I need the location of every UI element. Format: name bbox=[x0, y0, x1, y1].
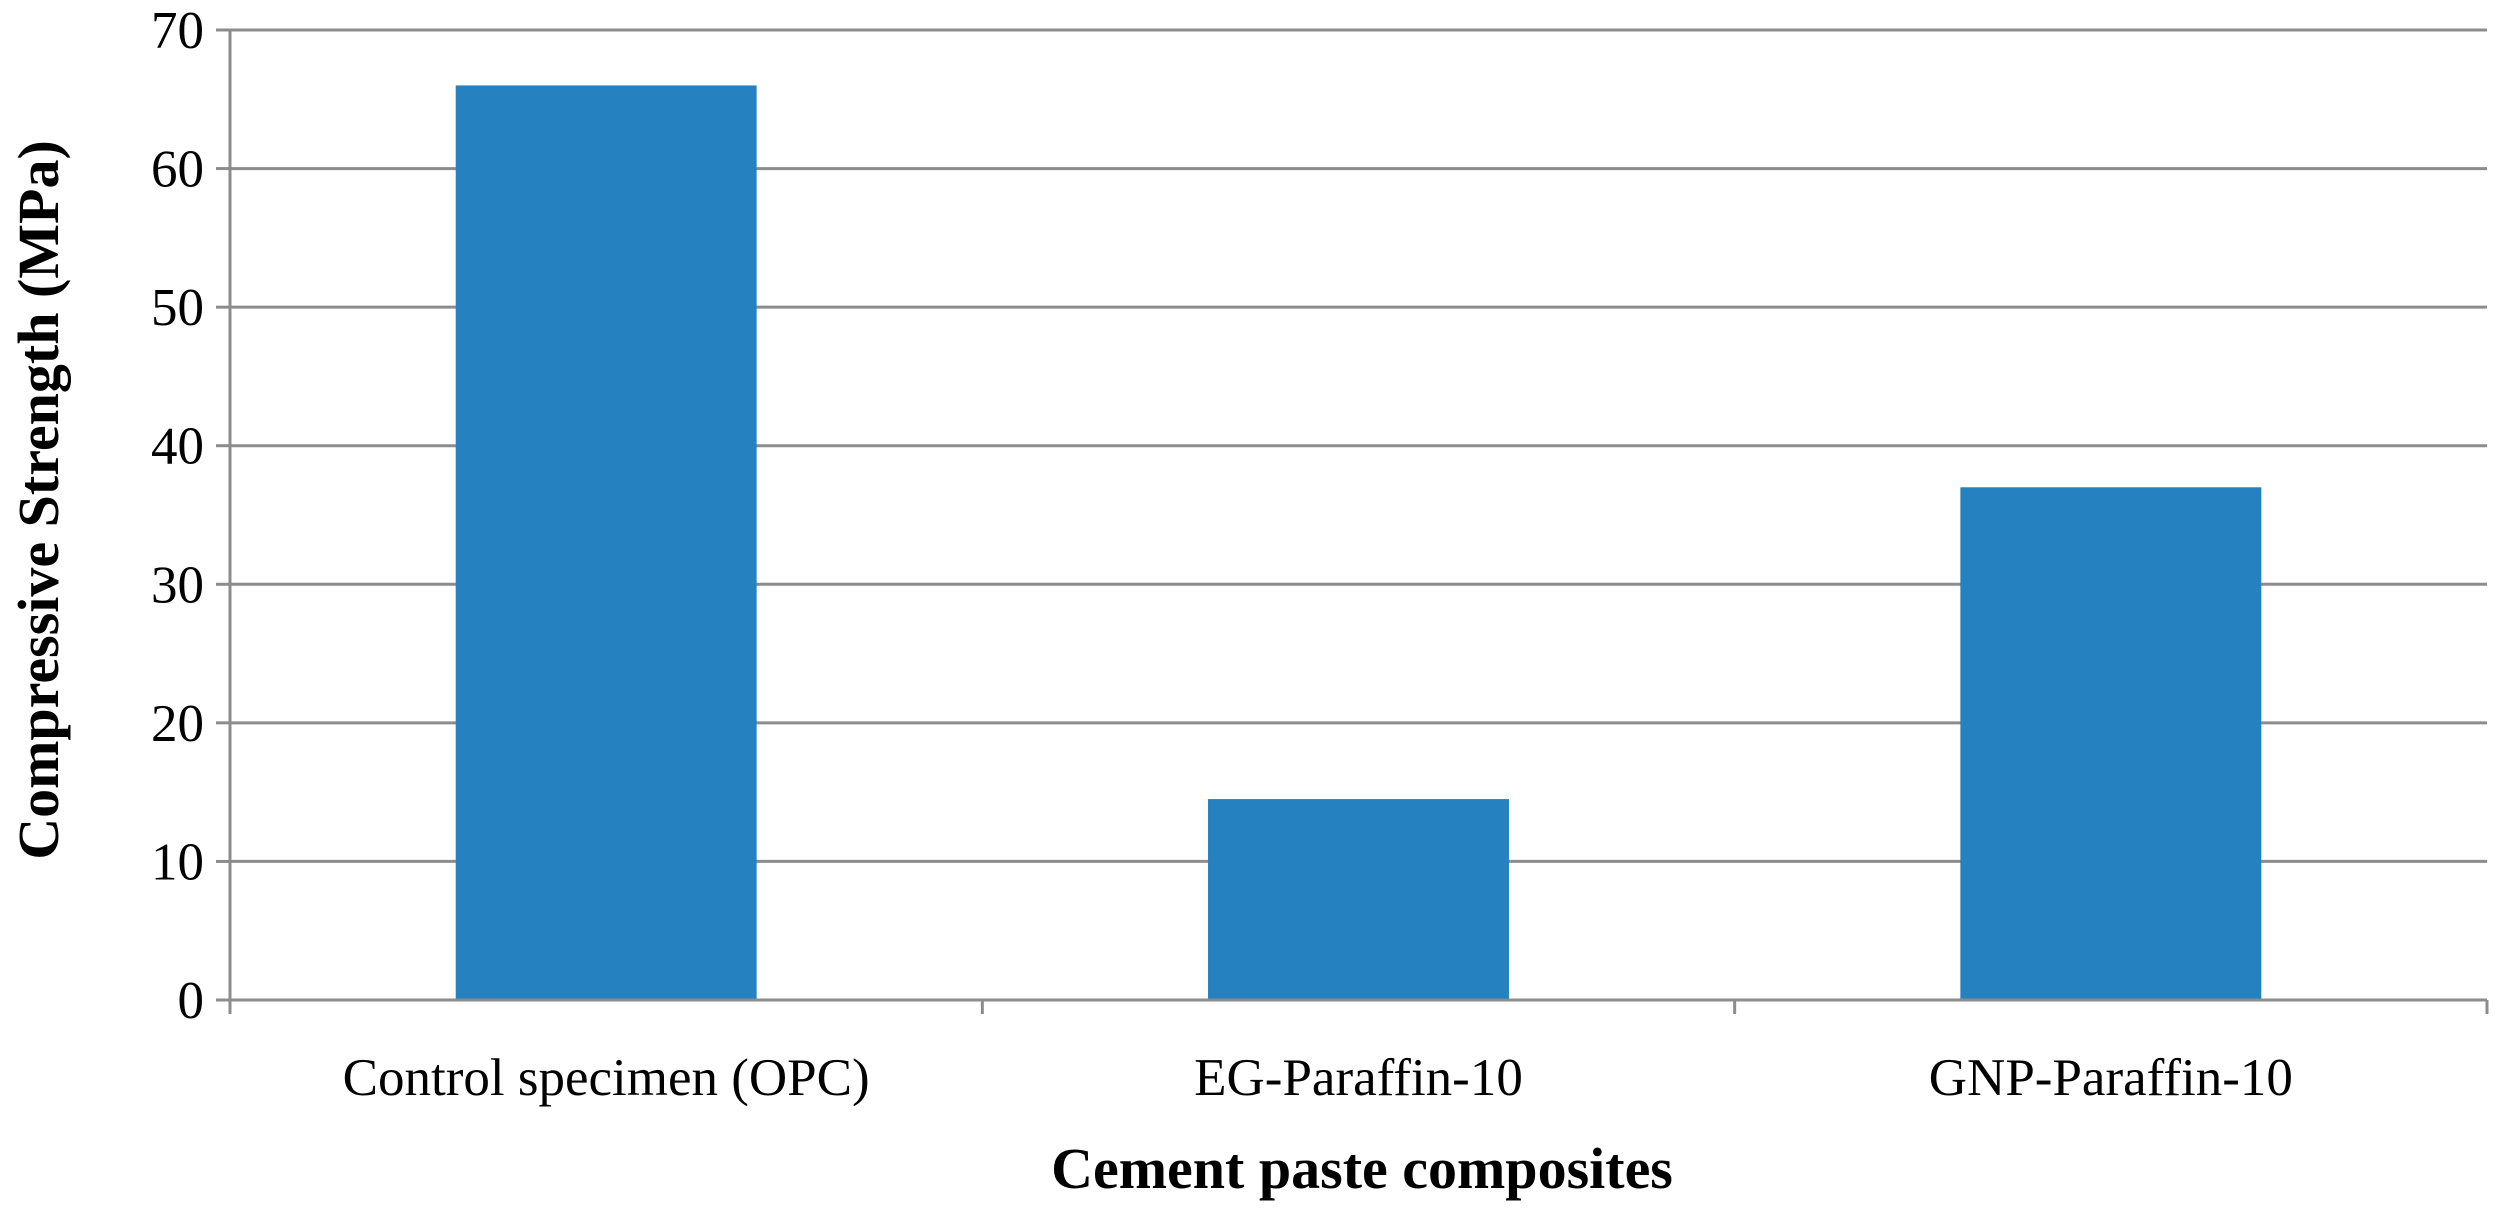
y-tick-label-20: 20 bbox=[151, 695, 204, 753]
bar-2 bbox=[1208, 799, 1509, 1000]
bar-3 bbox=[1960, 487, 2262, 1000]
x-tick-label-1: Control specimen (OPC) bbox=[343, 1049, 870, 1107]
y-tick-label-40: 40 bbox=[151, 418, 204, 476]
x-tick-label-2: EG-Paraffin-10 bbox=[1194, 1049, 1523, 1107]
y-tick-label-70: 70 bbox=[151, 2, 204, 60]
bar-1 bbox=[455, 85, 757, 1000]
y-tick-label-50: 50 bbox=[151, 279, 204, 337]
x-axis-title: Cement paste composites bbox=[1051, 1136, 1673, 1201]
x-tick-label-3: GNP-Paraffin-10 bbox=[1929, 1049, 2293, 1107]
y-tick-label-10: 10 bbox=[151, 833, 204, 891]
axes bbox=[216, 28, 2489, 1014]
x-tick-labels: Control specimen (OPC) EG-Paraffin-10 GNP-… bbox=[343, 1049, 2293, 1107]
y-axis-title: Compressive Strength (MPa) bbox=[6, 140, 71, 860]
y-tick-labels: 0 10 20 30 40 50 60 70 bbox=[151, 2, 204, 1030]
y-tick-label-0: 0 bbox=[178, 972, 205, 1030]
y-tick-label-30: 30 bbox=[151, 556, 204, 614]
y-tick-label-60: 60 bbox=[151, 141, 204, 199]
bars bbox=[455, 85, 2262, 1000]
